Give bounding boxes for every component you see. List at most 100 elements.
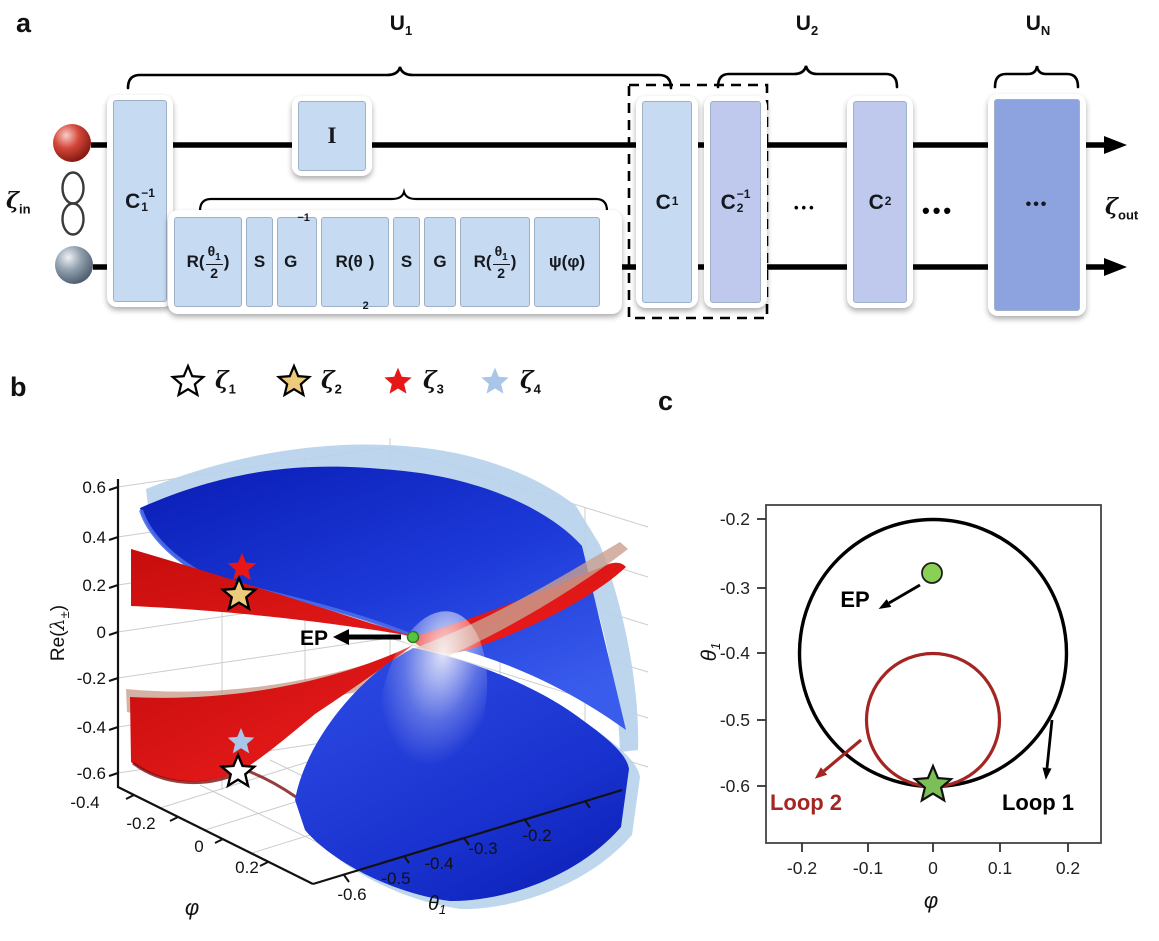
gate-c1-inverse: C −1 1 [107, 95, 173, 307]
gate-c2-inverse: C −1 2 [704, 96, 767, 308]
y-tick: -0.5 [720, 710, 750, 730]
phi-axis: -0.4 -0.2 0 0.2 φ [70, 786, 314, 920]
gate-s-1: S [246, 217, 273, 307]
ep-annotation-2d: EP [840, 562, 943, 612]
z-tick: -0.6 [77, 764, 106, 783]
gate-un-block: ••• [988, 94, 1086, 316]
u2-brace [716, 65, 899, 89]
un-label: UN [1025, 12, 1051, 39]
surface-plot: 0.6 0.4 0.2 0 -0.2 -0.4 -0.6 Re(λ±) -0.4… [47, 438, 649, 920]
legend-item-zeta2: ζ2 [274, 362, 342, 402]
ep-light-beam [378, 611, 488, 799]
ep-label-3d: EP [300, 627, 328, 650]
y-tick: -0.2 [720, 509, 750, 529]
z-tick: 0.6 [82, 478, 106, 497]
output-arrow-top [1104, 136, 1127, 154]
surface-red-lower [130, 645, 413, 782]
phi-tick: 0.2 [235, 858, 259, 877]
zeta1-marker [222, 755, 254, 786]
legend-item-zeta3: ζ3 [380, 364, 444, 400]
y-tick: -0.4 [720, 643, 750, 663]
ep-label-2d: EP [840, 587, 869, 612]
input-state-label: ζin [6, 188, 31, 217]
gate-psi-phi: ψ(φ) [534, 217, 600, 307]
zeta4-star-icon [481, 367, 509, 394]
x-tick-labels: -0.2 -0.1 0 0.1 0.2 [787, 858, 1080, 878]
ep-point-3d [406, 630, 420, 644]
gate-r-theta1-half-1: R(θ1 2) [174, 217, 242, 307]
loop2-arrow-line [822, 738, 863, 773]
un-ellipsis: ••• [1025, 196, 1049, 213]
loop-plot: EP Loop 1 Loop 2 -0.2 -0.3 -0.4 -0.5 -0.… [698, 504, 1102, 913]
legend-zeta3-label: ζ3 [423, 367, 444, 397]
theta1-axis: -0.6 -0.5 -0.4 -0.3 -0.2 θ1 [312, 788, 623, 917]
phi-tick: -0.2 [126, 814, 155, 833]
z-tick: 0.4 [82, 528, 106, 547]
y-tick-labels: -0.2 -0.3 -0.4 -0.5 -0.6 [720, 509, 750, 796]
z-axis-title: Re(λ±) [47, 605, 72, 661]
zeta2-marker [223, 578, 255, 609]
u1-label: U1 [389, 12, 413, 39]
gate-r-theta2: R(θ 2) [321, 217, 389, 312]
gate-s-2: S [393, 217, 420, 307]
loop2-label: Loop 2 [770, 790, 842, 815]
panel-b-label: b [10, 372, 27, 402]
y-tick: -0.6 [720, 776, 750, 796]
ellipsis-large: ••• [922, 198, 955, 223]
surface-lightblue-upper [146, 444, 639, 752]
theta1-axis-title: θ1 [428, 893, 446, 917]
y-tick: -0.3 [720, 578, 750, 598]
z-tick: -0.4 [77, 718, 106, 737]
ep-arrow-head-2d [878, 599, 892, 609]
legend-zeta4-label: ζ4 [520, 367, 541, 397]
z-tick: 0.2 [82, 576, 106, 595]
panel-a-label: a [16, 8, 32, 38]
x-tick: -0.1 [853, 858, 883, 878]
legend-item-zeta1: ζ1 [168, 362, 236, 402]
x-tick: 0.1 [988, 858, 1012, 878]
u1-brace [126, 66, 673, 90]
surface-blue-lower [295, 648, 629, 902]
ellipsis-mid: ••• [794, 200, 817, 215]
input-sphere-gray [55, 246, 93, 284]
loop1-arrow-line [1045, 719, 1054, 769]
theta1-axis-title-2d: θ1 [698, 643, 723, 662]
legend-zeta2-label: ζ2 [321, 367, 342, 397]
loop1-label: Loop 1 [1002, 790, 1074, 815]
zeta1-star-icon [170, 363, 206, 398]
zeta3-star-icon [384, 367, 412, 394]
zeta2-star-icon [276, 363, 312, 398]
x-tick: -0.2 [787, 858, 817, 878]
tick-marks [757, 518, 1069, 852]
legend-item-zeta4: ζ4 [477, 364, 541, 400]
ep-point-2d [921, 562, 943, 584]
panel-c-label: c [658, 386, 674, 416]
gate-r-theta1-half-2: R(θ1 2) [460, 217, 530, 307]
loop2-annotation: Loop 2 [770, 738, 863, 815]
theta1-tick: -0.2 [522, 826, 551, 845]
gate-sequence-box: R(θ1 2) S G −1 R(θ 2) S G R(θ1 2) ψ(φ) [168, 210, 622, 314]
input-sphere-red [53, 124, 91, 162]
loop-start-star [915, 766, 951, 800]
z-tick: 0 [97, 623, 106, 642]
theta1-tick: -0.6 [337, 885, 366, 904]
surface-blue-upper [140, 466, 626, 730]
zeta3-marker [227, 553, 257, 581]
loop1-arrow-head [1042, 767, 1052, 780]
theta1-tick: -0.3 [468, 839, 497, 858]
phi-tick: 0 [194, 837, 203, 856]
x-tick: 0.2 [1056, 858, 1080, 878]
theta1-tick: -0.5 [381, 869, 410, 888]
dashed-group-box [627, 83, 769, 320]
gate-sequence-brace [198, 188, 609, 213]
loop2-arrow-head [814, 767, 828, 779]
loop1-annotation: Loop 1 [1002, 719, 1074, 815]
x-tick: 0 [928, 858, 938, 878]
braces [126, 65, 1080, 213]
phi-axis-title-2d: φ [924, 888, 938, 913]
ep-annotation-3d: EP [300, 627, 420, 650]
entanglement-infinity-icon [61, 171, 85, 236]
z-tick: -0.2 [77, 669, 106, 688]
